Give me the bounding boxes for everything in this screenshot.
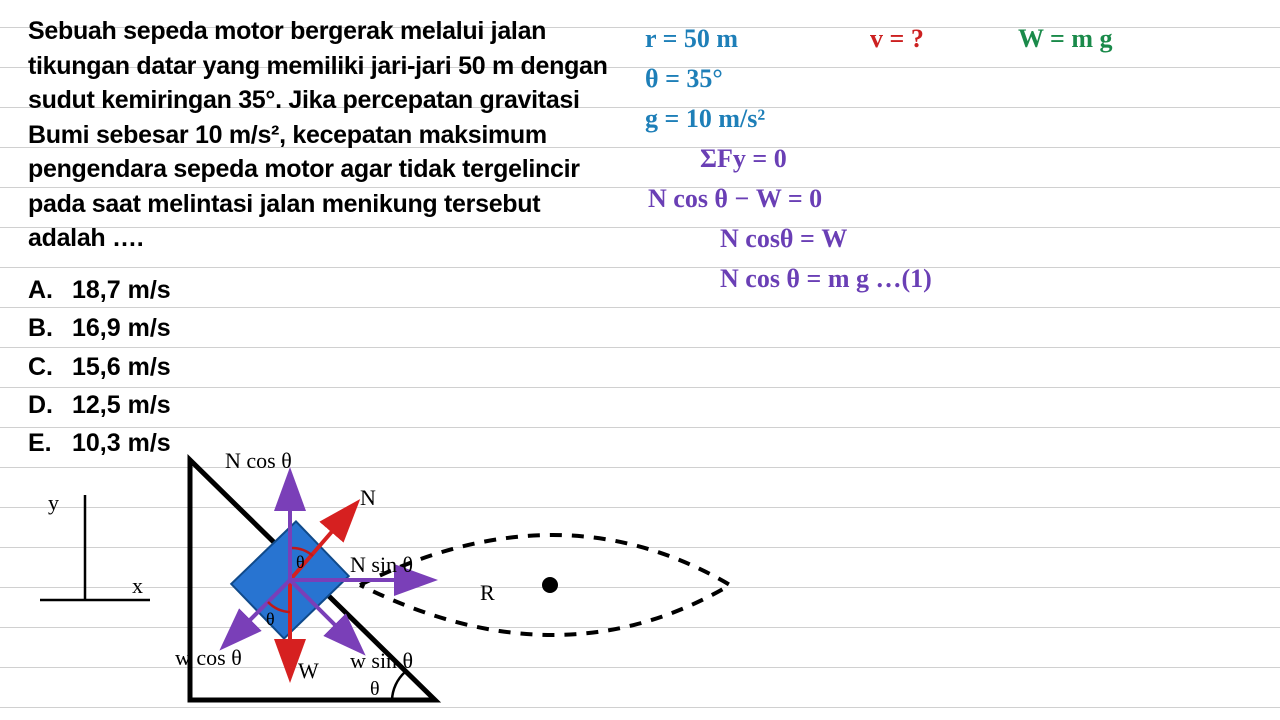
option-c: C.15,6 m/s: [28, 349, 171, 385]
answer-options: A.18,7 m/s B.16,9 m/s C.15,6 m/s D.12,5 …: [28, 272, 171, 463]
theta-top: θ: [296, 552, 305, 572]
option-d: D.12,5 m/s: [28, 387, 171, 423]
given-theta: θ = 35°: [645, 64, 723, 94]
axis-y-label: y: [48, 490, 59, 515]
option-b: B.16,9 m/s: [28, 310, 171, 346]
eq-ncos-eq-w: N cosθ = W: [720, 224, 847, 254]
free-body-diagram: y x R θ N θ N cos θ N sin θ W: [30, 450, 750, 715]
formula-w: W = m g: [1018, 24, 1113, 54]
question-text: Sebuah sepeda motor bergerak melalui jal…: [28, 14, 618, 256]
option-a: A.18,7 m/s: [28, 272, 171, 308]
center-point: [542, 577, 558, 593]
eq-ncos-mg: N cos θ = m g …(1): [720, 264, 932, 294]
coord-axes: y x: [40, 490, 150, 600]
theta-bottom: θ: [266, 609, 275, 629]
find-v: v = ?: [870, 24, 924, 54]
n-label: N: [360, 485, 376, 510]
ncos-label: N cos θ: [225, 450, 292, 473]
w-label: W: [298, 658, 319, 683]
theta-base: θ: [370, 678, 380, 700]
wsin-label: w sin θ: [350, 648, 413, 673]
eq-ncos-w: N cos θ − W = 0: [648, 184, 822, 214]
given-g: g = 10 m/s²: [645, 104, 765, 134]
axis-x-label: x: [132, 573, 143, 598]
radius-label: R: [480, 580, 495, 605]
wcos-label: w cos θ: [175, 645, 242, 670]
eq-sumfy: ΣFy = 0: [700, 144, 787, 174]
given-r: r = 50 m: [645, 24, 738, 54]
nsin-label: N sin θ: [350, 552, 413, 577]
